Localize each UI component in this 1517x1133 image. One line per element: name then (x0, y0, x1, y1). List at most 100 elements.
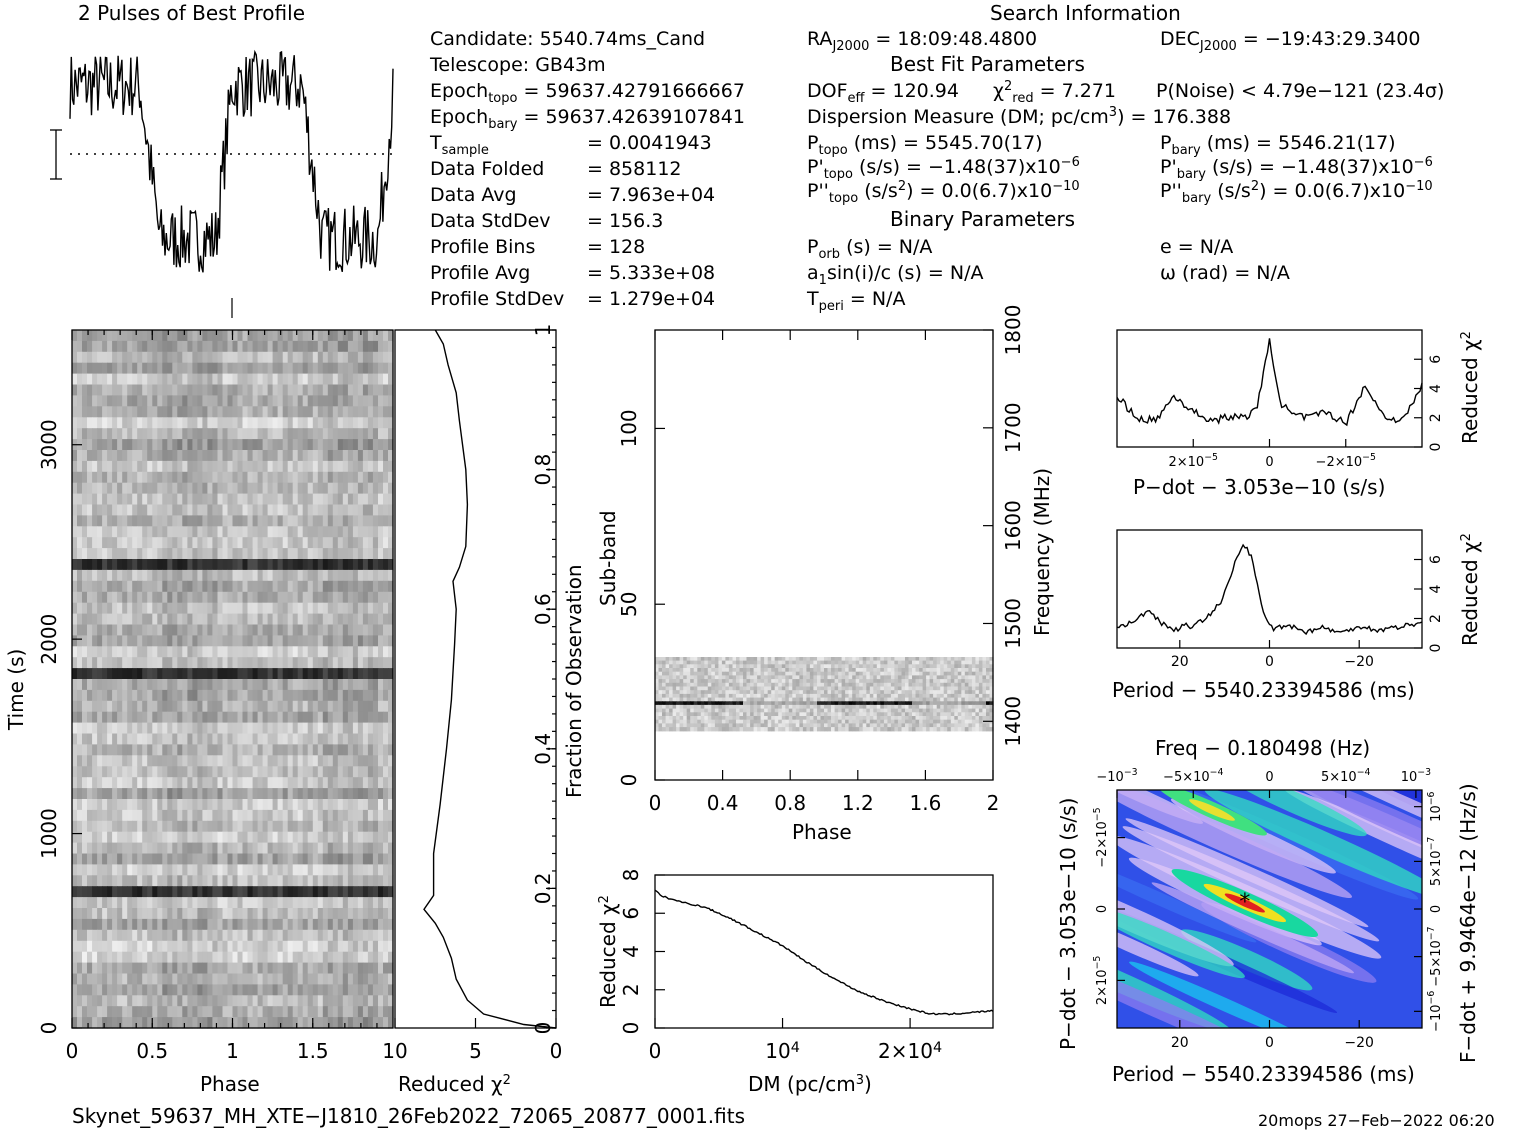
tp-cell (132, 548, 138, 560)
tp-cell (267, 929, 274, 942)
tp-cell (372, 788, 379, 800)
tp-cell (97, 951, 103, 964)
tp-cell (362, 362, 369, 375)
tp-cell (347, 995, 354, 1007)
tp-cell (287, 548, 294, 560)
sb-cell (936, 671, 941, 676)
tp-cell (362, 460, 369, 473)
tp-cell (282, 624, 289, 636)
tp-cell (282, 864, 289, 876)
tp-cell (122, 351, 128, 364)
tp-cell (312, 439, 319, 451)
tp-cell (162, 384, 168, 396)
tp-cell (207, 700, 213, 713)
sb-cell (665, 664, 670, 669)
tp-cell (157, 362, 163, 375)
sb-cell (947, 671, 952, 676)
tp-cell (252, 689, 259, 702)
tp-cell (132, 417, 138, 429)
tp-cell (227, 548, 234, 560)
tp-cell (362, 799, 369, 811)
tp-cell (287, 788, 294, 800)
tp-cell (102, 918, 108, 931)
tp-cell (182, 384, 188, 396)
tp-cell (332, 799, 339, 811)
tp-cell (252, 460, 259, 473)
tp-cell (342, 482, 349, 495)
tp-cell (257, 809, 264, 822)
tp-cell (142, 373, 148, 386)
tp-cell (107, 657, 113, 669)
tp-cell (87, 995, 93, 1007)
sb-cell (736, 675, 741, 680)
tp-cell (87, 613, 93, 626)
tp-cell (357, 668, 364, 680)
tp-cell (367, 482, 374, 495)
tp-cell (97, 537, 103, 549)
tp-cell (72, 384, 78, 396)
tp-cell (212, 995, 218, 1007)
tp-cell (232, 777, 239, 789)
sb-cell (697, 664, 702, 669)
tp-cell (287, 918, 294, 931)
sb-cell (894, 660, 899, 665)
tp-cell (197, 875, 203, 887)
tp-cell (97, 460, 103, 473)
tp-cell (347, 395, 354, 407)
tp-cell (137, 428, 143, 440)
sb-cell (887, 675, 892, 680)
tp-cell (127, 755, 133, 767)
tp-cell (192, 395, 198, 407)
sb-cell (781, 664, 786, 669)
tp-cell (277, 1017, 284, 1029)
tp-cell (177, 689, 183, 702)
tp-cell (317, 395, 324, 407)
tp-cell (357, 929, 364, 942)
sb-cell (852, 675, 857, 680)
tp-cell (107, 493, 113, 506)
tp-cell (252, 406, 259, 418)
tp-cell (327, 580, 334, 593)
tp-cell (162, 373, 168, 386)
tp-cell (232, 330, 239, 342)
sb-cell (785, 668, 790, 673)
tp-cell (187, 722, 193, 735)
tp-cell (222, 995, 229, 1007)
tp-cell (172, 395, 178, 407)
tp-cell (157, 613, 163, 626)
tp-cell (302, 995, 309, 1007)
tp-cell (322, 744, 329, 756)
tp-cell (378, 569, 384, 582)
tp-cell (307, 962, 314, 975)
sb-cell (975, 675, 980, 680)
tp-cell (272, 471, 279, 484)
tp-cell (192, 351, 198, 364)
tp-cell (107, 842, 113, 855)
tp-cell (312, 918, 319, 931)
tp-cell (372, 515, 379, 527)
tp-cell (287, 504, 294, 516)
tp-cell (112, 897, 118, 909)
tp-cell (362, 559, 369, 571)
tp-cell (102, 831, 108, 844)
tp-cell (383, 657, 389, 669)
tp-cell (217, 951, 224, 964)
tp-cell (102, 471, 108, 484)
tp-cell (212, 984, 218, 996)
sb-cell (676, 657, 681, 662)
sb-cell (824, 682, 829, 688)
tp-cell (92, 471, 98, 484)
tp-cell (232, 962, 239, 975)
sb-cell (827, 679, 832, 684)
sb-cell (880, 671, 885, 676)
tp-cell (267, 493, 274, 506)
tp-cell (177, 711, 183, 724)
sb-cell (852, 657, 857, 662)
tp-cell (337, 1006, 344, 1018)
tp-cell (247, 657, 254, 669)
tp-cell (142, 613, 148, 626)
tp-cell (82, 537, 88, 549)
tp-cell (167, 384, 173, 396)
tp-cell (357, 1017, 364, 1029)
tp-cell (157, 766, 163, 778)
